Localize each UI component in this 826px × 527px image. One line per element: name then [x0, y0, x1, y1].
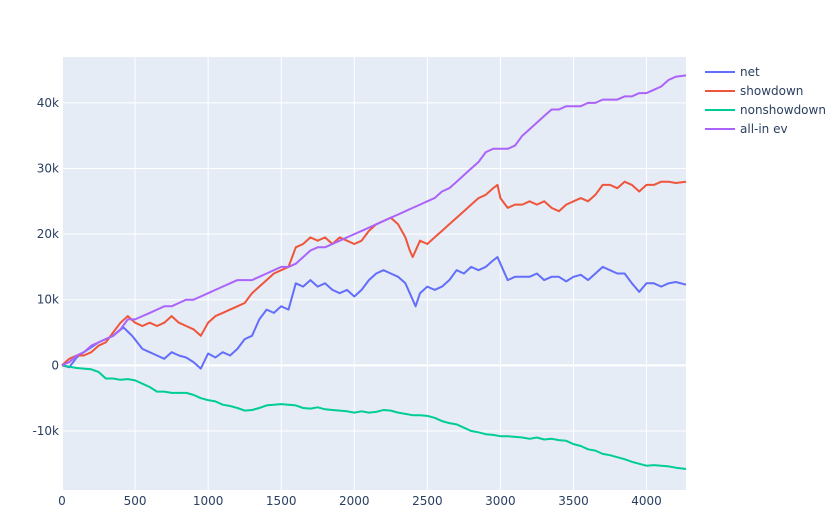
series-layer	[61, 74, 687, 470]
y-tick-label: 40k	[37, 96, 59, 110]
series-line-nonshowdown	[61, 364, 687, 470]
y-tick-label: 0	[51, 358, 59, 372]
x-tick-label: 0	[58, 494, 66, 508]
x-tick-label: 4000	[631, 494, 662, 508]
legend-label: showdown	[740, 84, 803, 98]
series-line-net	[61, 256, 687, 370]
x-tick-label: 1000	[193, 494, 224, 508]
legend-label: nonshowdown	[740, 103, 826, 117]
legend-item-all-in-ev[interactable]: all-in ev	[705, 122, 788, 136]
y-tick-label: 30k	[37, 162, 59, 176]
legend-item-net[interactable]: net	[705, 65, 760, 79]
y-tick-label: 20k	[37, 227, 59, 241]
plot-background	[62, 57, 686, 490]
x-tick-label: 1500	[266, 494, 297, 508]
grid-lines	[62, 57, 686, 490]
y-axis-ticks: -10k 0 10k 20k 30k 40k	[32, 96, 59, 438]
y-tick-label: -10k	[32, 424, 59, 438]
legend-item-showdown[interactable]: showdown	[705, 84, 803, 98]
y-tick-label: 10k	[37, 293, 59, 307]
x-axis-ticks: 0 500 1000 1500 2000 2500 3000 3500 4000	[58, 494, 662, 508]
x-tick-label: 3500	[558, 494, 589, 508]
series-line-all-in-ev	[61, 74, 687, 367]
x-tick-label: 3000	[485, 494, 516, 508]
legend-label: net	[740, 65, 760, 79]
legend-label: all-in ev	[740, 122, 788, 136]
legend-item-nonshowdown[interactable]: nonshowdown	[705, 103, 826, 117]
x-tick-label: 2000	[339, 494, 370, 508]
legend[interactable]: net showdown nonshowdown all-in ev	[705, 65, 826, 136]
x-tick-label: 500	[124, 494, 147, 508]
x-tick-label: 2500	[412, 494, 443, 508]
zero-line	[61, 57, 686, 490]
